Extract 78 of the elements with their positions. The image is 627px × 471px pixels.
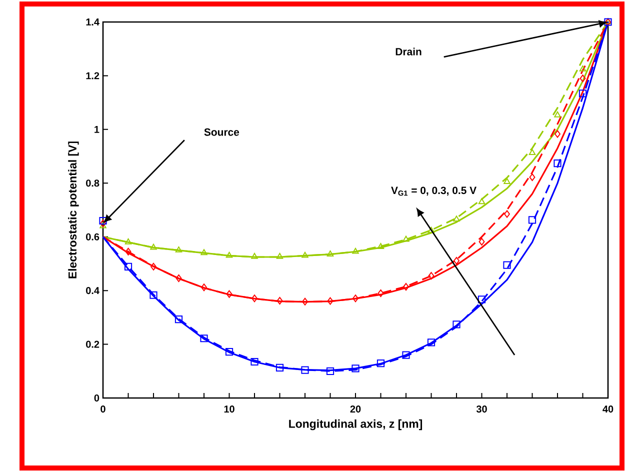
point bbox=[250, 358, 258, 366]
y-tick-label: 1.2 bbox=[86, 72, 100, 80]
annotation: V$_{G1}$ = 0, 0.3, 0.5 V bbox=[391, 186, 476, 196]
point bbox=[276, 296, 283, 305]
point bbox=[326, 250, 334, 256]
x-axis-title: Longitudinal axis, z [nm] bbox=[289, 419, 422, 430]
point bbox=[150, 291, 158, 299]
point bbox=[176, 274, 182, 282]
point bbox=[504, 178, 510, 184]
y-tick-label: 1 bbox=[94, 126, 100, 133]
point bbox=[174, 316, 183, 324]
point bbox=[225, 348, 234, 356]
point bbox=[251, 252, 258, 259]
point bbox=[276, 364, 284, 372]
point bbox=[150, 244, 157, 250]
point bbox=[478, 198, 486, 204]
y-tick-label: 1.4 bbox=[86, 18, 100, 26]
point bbox=[100, 220, 106, 228]
point bbox=[528, 148, 536, 155]
point bbox=[478, 296, 486, 304]
point bbox=[453, 216, 460, 222]
point bbox=[276, 252, 284, 259]
point bbox=[428, 272, 434, 280]
y-axis-title: Electrostatic potential [V] bbox=[68, 142, 79, 278]
point bbox=[579, 65, 586, 72]
point bbox=[301, 366, 309, 374]
point bbox=[124, 238, 132, 244]
point bbox=[200, 249, 208, 256]
point bbox=[554, 111, 561, 118]
point bbox=[452, 320, 460, 328]
y-tick-label: 0.2 bbox=[86, 340, 100, 348]
y-tick-label: 0.4 bbox=[86, 287, 100, 294]
y-tick-label: 0 bbox=[94, 394, 100, 402]
point bbox=[427, 338, 436, 346]
y-tick-label: 0.6 bbox=[86, 233, 100, 240]
point bbox=[302, 298, 308, 306]
point bbox=[554, 159, 562, 168]
point bbox=[554, 130, 560, 138]
point bbox=[252, 294, 258, 302]
point bbox=[528, 216, 536, 224]
x-tick-label: 0 bbox=[100, 406, 106, 413]
point bbox=[402, 236, 410, 242]
annotation: Source bbox=[204, 128, 240, 136]
point bbox=[580, 74, 586, 82]
point bbox=[150, 262, 156, 270]
y-tick-label: 0.8 bbox=[86, 180, 100, 187]
point bbox=[302, 252, 308, 258]
point bbox=[402, 351, 410, 359]
point bbox=[378, 289, 384, 298]
point bbox=[578, 90, 587, 98]
point bbox=[352, 294, 358, 302]
point bbox=[226, 252, 233, 258]
point bbox=[529, 173, 536, 182]
point bbox=[352, 364, 360, 372]
point bbox=[100, 222, 106, 228]
point bbox=[376, 360, 385, 368]
point bbox=[504, 210, 510, 218]
x-tick-label: 20 bbox=[350, 406, 361, 413]
point bbox=[175, 246, 182, 252]
point bbox=[352, 248, 359, 254]
point bbox=[201, 284, 207, 292]
x-tick-label: 10 bbox=[224, 406, 234, 413]
point bbox=[454, 256, 460, 265]
point bbox=[125, 248, 132, 256]
x-tick-label: 40 bbox=[602, 406, 614, 413]
point bbox=[200, 334, 208, 342]
point bbox=[377, 242, 384, 249]
x-tick-label: 30 bbox=[476, 406, 487, 413]
annotation: Drain bbox=[396, 48, 422, 56]
point bbox=[403, 283, 409, 291]
point bbox=[428, 226, 435, 233]
point bbox=[124, 262, 132, 270]
point bbox=[327, 297, 334, 305]
point bbox=[478, 238, 485, 246]
point bbox=[326, 367, 334, 375]
point bbox=[226, 290, 232, 298]
point bbox=[503, 261, 511, 269]
point bbox=[99, 216, 107, 225]
